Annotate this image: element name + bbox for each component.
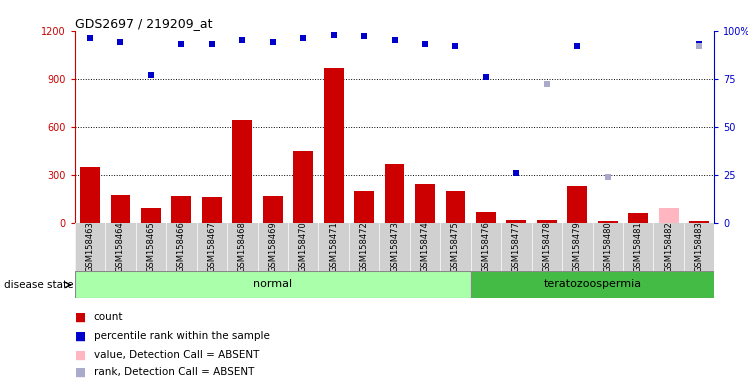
Point [145,72,157,78]
Text: value, Detection Call = ABSENT: value, Detection Call = ABSENT [94,350,259,360]
Text: GDS2697 / 219209_at: GDS2697 / 219209_at [75,17,212,30]
Bar [598,222,618,223]
Point [450,43,462,49]
Text: teratozoospermia: teratozoospermia [544,279,642,289]
Bar [171,195,191,223]
Text: ■: ■ [75,310,86,323]
Point [571,43,583,49]
Text: count: count [94,312,123,322]
Text: rank, Detection Call = ABSENT: rank, Detection Call = ABSENT [94,367,254,377]
Bar [415,184,435,223]
Point [541,81,553,88]
Bar [263,195,283,223]
Text: percentile rank within the sample: percentile rank within the sample [94,331,269,341]
Bar [537,220,557,223]
Bar [80,167,100,223]
Point [419,41,431,47]
Bar [355,191,374,223]
Point [480,74,492,80]
Bar [233,120,252,223]
Bar [293,151,313,223]
Point [267,39,279,45]
Point [693,41,705,47]
Point [84,35,96,41]
Bar [659,208,678,223]
Point [693,43,705,49]
Bar [202,197,221,223]
Point [114,39,126,45]
Bar [476,212,496,223]
Point [510,170,522,176]
Bar [75,271,470,298]
Point [297,35,309,41]
Bar [141,208,161,223]
Text: ■: ■ [75,329,86,343]
Bar [568,186,587,223]
Text: ■: ■ [75,366,86,379]
Text: ■: ■ [75,349,86,362]
Point [206,41,218,47]
Point [175,41,187,47]
Bar [324,68,343,223]
Bar [628,213,648,223]
Bar [446,191,465,223]
Text: normal: normal [253,279,292,289]
Bar [506,220,527,223]
Point [388,37,400,43]
Text: disease state: disease state [4,280,73,290]
Point [328,31,340,38]
Point [358,33,370,40]
Point [236,37,248,43]
Bar [470,271,714,298]
Bar [384,164,405,223]
Bar [111,195,130,223]
Bar [689,221,709,223]
Point [601,174,613,180]
